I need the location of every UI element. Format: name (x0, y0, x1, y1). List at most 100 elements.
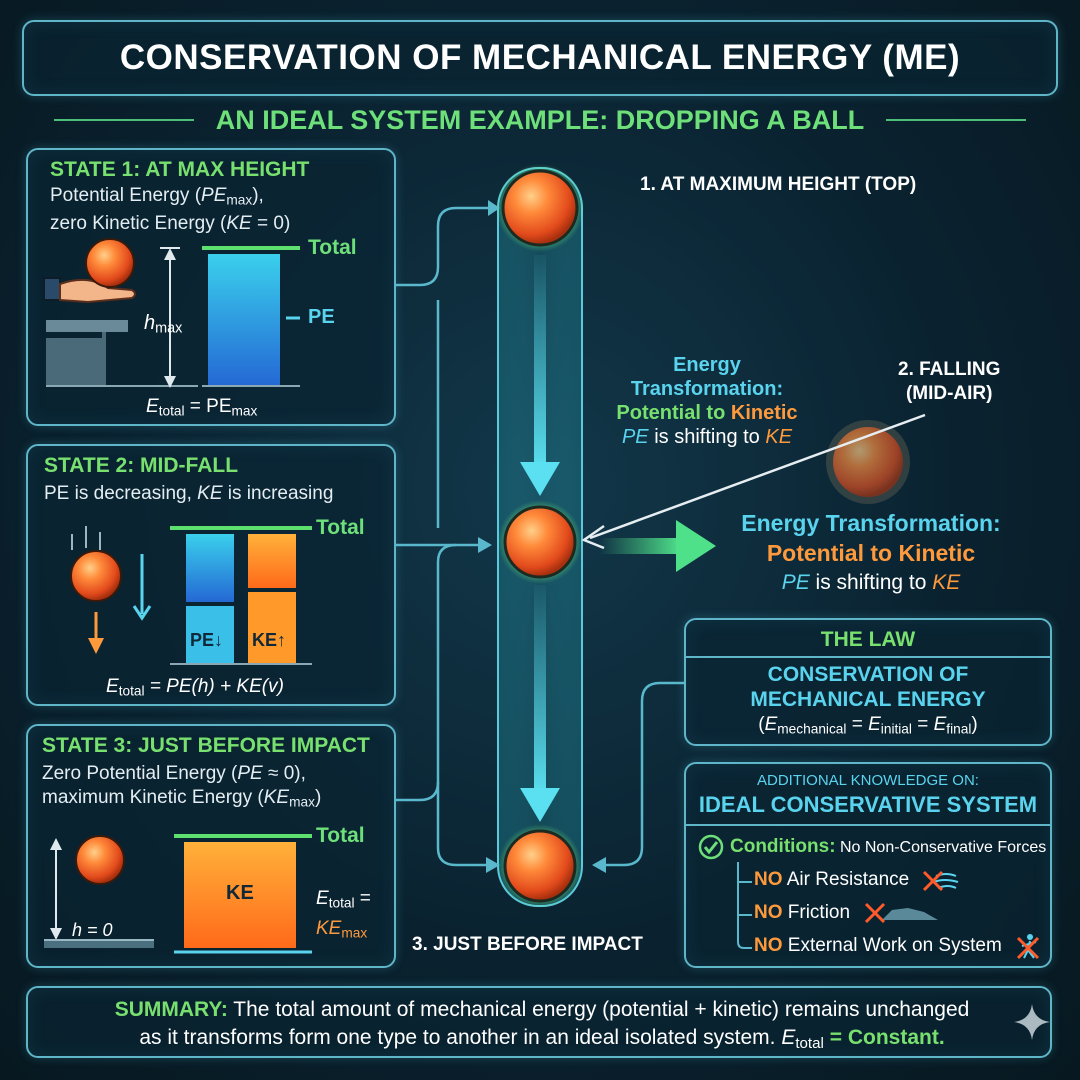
summary-line2: as it transforms form one type to anothe… (139, 1026, 782, 1049)
state1-desc-var: KE (226, 213, 252, 235)
transform-small-potential: Potential to (616, 402, 731, 424)
eq-var: E (764, 714, 778, 735)
transformation-note-large: Energy Transformation: Potential to Kine… (712, 508, 1030, 598)
transform-large-ke: KE (932, 571, 961, 594)
state1-desc-text: Potential Energy ( (50, 185, 202, 206)
state2-ball (70, 550, 122, 602)
state2-total-label: Total (316, 516, 365, 539)
state1-desc-text: = 0) (251, 213, 291, 235)
zero-height-arrow (50, 838, 62, 940)
height-sub: max (155, 320, 183, 337)
eq-var: E (868, 714, 881, 735)
ball-top (496, 164, 584, 252)
state-connectors (396, 206, 684, 867)
transform-large-text: is shifting to (809, 571, 933, 594)
summary-eq-end: = Constant. (823, 1026, 945, 1049)
eq-sub: mechanical (777, 721, 847, 737)
height-var: h (144, 312, 156, 334)
state3-title: STATE 3: JUST BEFORE IMPACT (42, 734, 370, 757)
eq-var: KE (316, 918, 342, 940)
motion-lines-icon (71, 526, 101, 550)
law-heading: THE LAW (820, 628, 916, 651)
state3-ke-bar (184, 842, 296, 948)
label-max-height: 1. AT MAXIMUM HEIGHT (TOP) (640, 174, 917, 195)
connector-arrowhead-mid (478, 537, 492, 553)
state3-ball (75, 835, 125, 885)
knowledge-heading-divider (686, 824, 1050, 826)
eq-text: = PE(h) + KE(v) (144, 676, 284, 697)
eq-text: = (911, 714, 934, 735)
eq-sub: initial (880, 721, 912, 737)
connector-arrowhead-bottom (486, 857, 500, 873)
state3-total-label: Total (316, 824, 365, 847)
summary-panel: SUMMARY: The total amount of mechanical … (26, 986, 1052, 1058)
ball-mid (498, 500, 582, 584)
state1-pe-bar (208, 254, 280, 386)
state2-title: STATE 2: MID-FALL (44, 454, 239, 477)
transformation-note-small: Energy Transformation: Potential to Kine… (594, 353, 820, 449)
label-falling-line2: (MID-AIR) (905, 383, 993, 404)
summary-text: SUMMARY: The total amount of mechanical … (42, 996, 1042, 1058)
condition-item-friction: NO Friction (754, 902, 850, 924)
state3-panel: STATE 3: JUST BEFORE IMPACT Zero Potenti… (26, 724, 396, 968)
eq-text: = PE (184, 396, 232, 417)
air-resistance-crossed-icon (922, 870, 959, 892)
label-falling-line1: 2. FALLING (898, 359, 1001, 380)
condition-no: NO (754, 935, 783, 956)
eq-sub: total (328, 895, 355, 911)
transform-small-line2: Transformation: (630, 378, 784, 400)
ball-falling-midair (826, 420, 910, 504)
transform-small-pe: PE (621, 426, 649, 448)
knowledge-heading-small: ADDITIONAL KNOWLEDGE ON: (757, 772, 979, 789)
law-title-line1: CONSERVATION OF (767, 663, 969, 686)
eq-sub: final (946, 721, 972, 737)
state3-desc-var: PE (237, 763, 263, 784)
eq-var: E (316, 888, 329, 909)
conditions-tree-lines (737, 862, 752, 949)
height-text: h = 0 (72, 920, 113, 940)
state1-ball (85, 238, 135, 288)
ground-icon (44, 939, 154, 948)
state3-illustration (44, 834, 312, 954)
state3-ke-label: KE (226, 882, 254, 904)
condition-item-air: NO Air Resistance (754, 869, 909, 891)
transform-small-text: is shifting to (648, 426, 766, 448)
transform-large-pe: PE (781, 571, 810, 594)
state3-desc-var: KE (263, 787, 290, 808)
subtitle-divider-right (886, 119, 1027, 121)
external-work-crossed-icon (1016, 934, 1040, 960)
state1-desc-text: zero Kinetic Energy ( (50, 213, 227, 235)
law-title-line2: MECHANICAL ENERGY (750, 688, 986, 711)
height-arrow (160, 247, 180, 388)
hand-icon (43, 277, 136, 304)
page-subtitle: AN IDEAL SYSTEM EXAMPLE: DROPPING A BALL (215, 104, 865, 135)
state3-height-label: h = 0 (72, 920, 113, 941)
condition-no: NO (754, 902, 783, 923)
state2-desc-var: KE (197, 483, 223, 504)
condition-text: Air Resistance (782, 869, 910, 890)
state3-desc-sub: max (289, 794, 315, 810)
state1-desc-text: ), (252, 185, 264, 206)
state1-desc-var: PE (201, 185, 227, 206)
state3-desc: Zero Potential Energy (PE ≈ 0), maximum … (42, 762, 321, 814)
condition-text: External Work on System (782, 935, 1002, 956)
page-title: CONSERVATION OF MECHANICAL ENERGY (ME) (119, 38, 961, 77)
state2-pe-label: PE↓ (190, 630, 224, 650)
subtitle-divider-left (53, 119, 194, 121)
eq-sub: total (118, 683, 145, 699)
state3-desc-text: ≈ 0), (262, 763, 306, 784)
eq-var: E (106, 676, 119, 697)
ball-bottom (498, 824, 582, 908)
state1-illustration (43, 238, 300, 388)
state2-pe-bar-bottom (186, 606, 234, 664)
eq-text: ( (758, 714, 765, 735)
knowledge-panel: ADDITIONAL KNOWLEDGE ON: IDEAL CONSERVAT… (684, 762, 1052, 968)
eq-sub: max (231, 403, 258, 419)
state1-equation: Etotal = PEmax (146, 396, 257, 418)
summary-eq-sub: total (795, 1034, 824, 1052)
state2-pe-bar-top (186, 534, 234, 602)
state2-desc-text: is increasing (222, 483, 334, 504)
down-arrow-lower (520, 585, 560, 822)
state3-desc-text: maximum Kinetic Energy ( (42, 787, 264, 808)
